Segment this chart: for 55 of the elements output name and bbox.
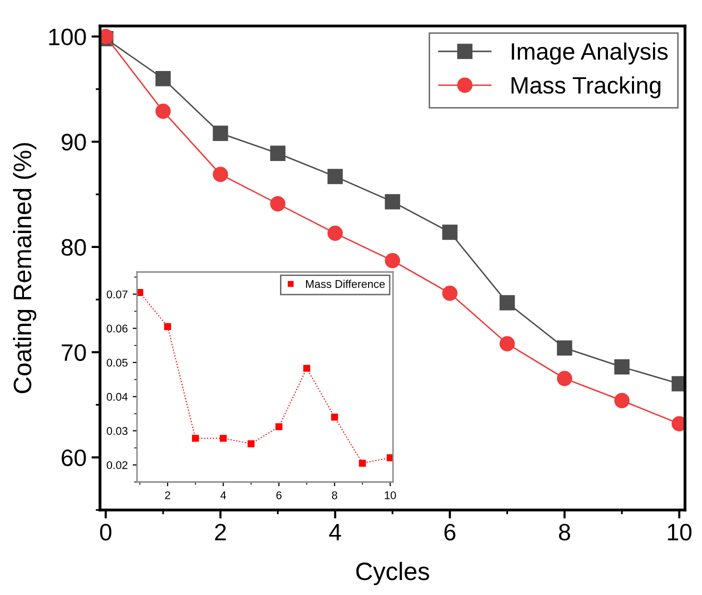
point	[384, 194, 400, 210]
y-tick-label: 0.05	[106, 358, 128, 367]
y-tick-label: 60	[62, 449, 86, 466]
legend-label: Mass Tracking	[512, 76, 660, 98]
x-tick-label: 10	[668, 524, 692, 541]
y-tick-label: 80	[62, 239, 86, 256]
y-tick-label: 100	[49, 28, 86, 46]
x-tick-label: 4	[220, 491, 226, 500]
y-tick-label: 70	[62, 344, 86, 361]
x-tick-label: 6	[276, 491, 282, 500]
y-tick-label: 0.02	[106, 461, 128, 470]
point	[386, 454, 393, 462]
x-axis-title: Cycles	[356, 562, 430, 586]
point	[212, 166, 228, 182]
point	[270, 196, 286, 212]
y-tick-label: 0.03	[106, 427, 128, 435]
x-tick-label: 2	[165, 491, 170, 500]
y-tick-label: 90	[62, 134, 86, 151]
point	[192, 434, 199, 442]
point	[358, 460, 366, 467]
point	[331, 414, 338, 421]
point	[384, 252, 400, 268]
y-tick-label: 0.06	[106, 324, 128, 332]
point	[212, 126, 228, 141]
point	[220, 434, 227, 442]
point	[270, 146, 286, 161]
point	[248, 440, 255, 448]
point	[155, 70, 171, 86]
point	[500, 295, 515, 310]
point	[442, 286, 458, 301]
point	[155, 104, 171, 119]
point	[442, 224, 458, 240]
point	[556, 340, 572, 356]
legend-label: Mass Difference	[306, 280, 385, 288]
point	[614, 359, 630, 375]
point	[275, 423, 282, 430]
x-tick-label: 10	[384, 491, 396, 500]
point	[137, 289, 144, 296]
point	[500, 336, 515, 352]
x-tick-label: 6	[444, 524, 456, 541]
x-tick-label: 8	[559, 524, 570, 541]
point	[614, 392, 630, 408]
x-tick-label: 0	[100, 524, 112, 541]
y-axis-title: Coating Remained (%)	[13, 143, 36, 394]
x-tick-label: 4	[329, 524, 342, 540]
point	[328, 168, 343, 184]
point	[328, 226, 343, 241]
point	[556, 370, 572, 386]
legend-label: Image Analysis	[512, 42, 668, 65]
y-tick-label: 0.07	[106, 290, 128, 298]
y-tick-label: 0.04	[106, 392, 128, 401]
point	[164, 323, 172, 330]
x-tick-label: 8	[332, 491, 338, 500]
x-tick-label: 2	[215, 524, 226, 540]
point	[303, 364, 310, 372]
